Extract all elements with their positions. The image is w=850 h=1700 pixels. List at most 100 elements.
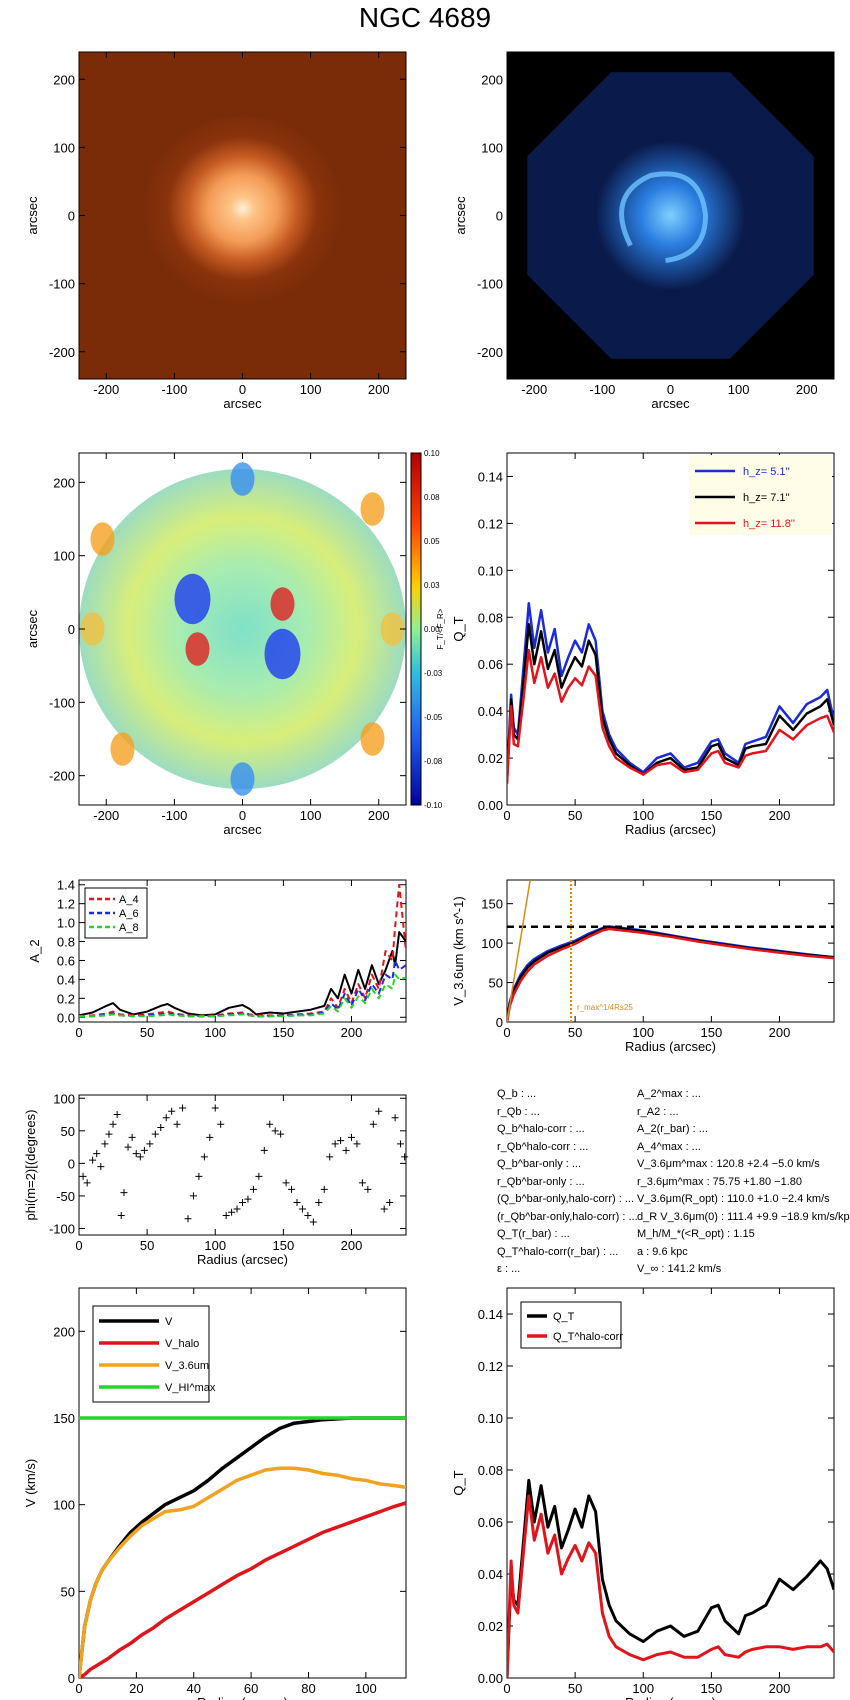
- param-line: A_4^max : ...: [637, 1140, 701, 1153]
- force-blob: [230, 762, 255, 796]
- y-tick-label: 0.14: [478, 1307, 503, 1322]
- phase-point: [146, 1140, 154, 1148]
- x-axis-label: Radius (arcsec): [197, 1695, 288, 1700]
- y-axis-label: Q_T: [451, 1470, 466, 1495]
- qt_profile-frame: [506, 452, 835, 806]
- x-tick-label: 200: [769, 808, 791, 823]
- param-line: r_A2 : ...: [637, 1105, 679, 1118]
- x-tick-label: 100: [204, 1238, 226, 1253]
- x-axis-label: arcsec: [651, 396, 690, 411]
- param-line: V_3.6μm^max : 120.8 +2.4 −5.0 km/s: [637, 1158, 820, 1170]
- x-tick-label: 20: [129, 1681, 143, 1696]
- x-tick-label: 50: [568, 808, 582, 823]
- x-tick-label: 200: [341, 1025, 363, 1040]
- phase-point: [233, 1205, 241, 1213]
- legend-label: A_4: [119, 894, 139, 906]
- y-tick-label: 50: [61, 1584, 75, 1599]
- series-V: [79, 1416, 406, 1678]
- legend-label: h_z= 5.1'': [743, 466, 790, 478]
- y-axis-label: arcsec: [25, 609, 40, 648]
- qt_halo-frame: [506, 1287, 835, 1679]
- y-tick-label: 0.04: [478, 1567, 503, 1582]
- phase-point: [140, 1146, 148, 1154]
- x-axis-label: Radius (arcsec): [625, 1039, 716, 1054]
- phase-point: [124, 1143, 132, 1151]
- y-tick-label: 0.14: [478, 469, 503, 484]
- phase-point: [132, 1150, 140, 1158]
- series-h_z= 5.1'': [507, 601, 834, 782]
- phase-point: [101, 1140, 109, 1148]
- series-V_halo: [79, 1501, 406, 1678]
- x-tick-label: 40: [187, 1681, 201, 1696]
- param-line: r_Qb^bar-only : ...: [497, 1175, 585, 1188]
- phase-point: [260, 1146, 268, 1154]
- series-blue: [507, 925, 834, 1022]
- y-tick-label: 0.10: [478, 563, 503, 578]
- x-tick-label: 0: [75, 1025, 82, 1040]
- x-tick-label: 0: [75, 1681, 82, 1696]
- x-tick-label: 0: [503, 1025, 510, 1040]
- y-tick-label: 0: [496, 1015, 503, 1030]
- x-axis-label: arcsec: [223, 396, 262, 411]
- x-tick-label: 100: [632, 1681, 654, 1696]
- inner-slope-line: [507, 880, 531, 1022]
- y-tick-label: -100: [49, 277, 75, 292]
- y-axis-label: V (km/s): [23, 1459, 38, 1507]
- phase-point: [105, 1130, 113, 1138]
- stellar-galaxy: [142, 116, 343, 309]
- colorbar-tick-label: 0.00: [424, 625, 440, 634]
- y-tick-label: 0.04: [478, 704, 503, 719]
- phase-point: [369, 1120, 377, 1128]
- y-tick-label: -200: [477, 345, 503, 360]
- y-tick-label: 0.0: [57, 1010, 75, 1025]
- phase-point: [266, 1120, 274, 1128]
- x-tick-label: 150: [701, 1681, 723, 1696]
- series-h_z= 7.1'': [507, 623, 834, 782]
- line_sample_speeds-axes: 0 20 40 60 80 100 0 50 100 150 200 Radius (arcsec) V…: [23, 1287, 407, 1700]
- x-tick-label: 0: [503, 1681, 510, 1696]
- x-axis-label: arcsec: [223, 822, 262, 837]
- x-tick-label: -100: [589, 382, 615, 397]
- phase-point: [168, 1107, 176, 1115]
- phase-point: [315, 1198, 323, 1206]
- x-tick-label: 100: [355, 1681, 377, 1696]
- legend-label: h_z= 7.1'': [743, 492, 790, 504]
- legend-label: V_3.6um: [165, 1360, 209, 1372]
- phase-point: [184, 1215, 192, 1223]
- x-tick-label: 0: [75, 1238, 82, 1253]
- phase-point: [113, 1111, 121, 1119]
- y-tick-label: -100: [477, 277, 503, 292]
- phase-point: [206, 1133, 214, 1141]
- x-tick-label: 0: [239, 382, 246, 397]
- param-line: r_Qb : ...: [497, 1105, 540, 1118]
- phase-point: [244, 1195, 252, 1203]
- x-tick-label: 80: [301, 1681, 315, 1696]
- x-tick-label: 50: [140, 1025, 154, 1040]
- force-blob: [90, 522, 115, 556]
- phase-point: [249, 1185, 257, 1193]
- x-tick-label: 0: [239, 808, 246, 823]
- legend-box: [520, 1301, 622, 1349]
- param-line: V_∞ : 141.2 km/s: [637, 1263, 722, 1275]
- legend-label: Q_T^halo-corr: [553, 1331, 623, 1343]
- colorbar: [410, 452, 422, 806]
- x-tick-label: 150: [701, 808, 723, 823]
- x-tick-label: 50: [568, 1681, 582, 1696]
- phase_profile-frame: [78, 1094, 407, 1236]
- y-tick-label: 0.2: [57, 991, 75, 1006]
- phase-point: [342, 1146, 350, 1154]
- legend-label: V: [165, 1316, 173, 1328]
- y-axis-label: A_2: [27, 939, 42, 962]
- y-tick-label: 0: [68, 1671, 75, 1686]
- param-line: M_h/M_*(<R_opt) : 1.15: [637, 1228, 755, 1240]
- phase-point: [189, 1192, 197, 1200]
- series-Q_T: [507, 1478, 834, 1678]
- y-tick-label: 200: [53, 475, 75, 490]
- residual-galaxy: [595, 140, 746, 291]
- x-tick-label: 50: [140, 1238, 154, 1253]
- y-tick-label: 0.00: [478, 1671, 503, 1686]
- phase-point: [222, 1211, 230, 1219]
- phase-point: [151, 1130, 159, 1138]
- y-axis-label: arcsec: [25, 196, 40, 235]
- x-tick-label: 150: [273, 1238, 295, 1253]
